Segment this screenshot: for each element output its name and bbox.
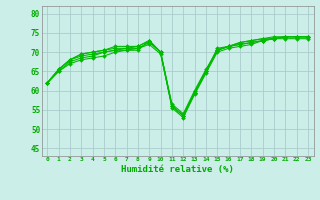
X-axis label: Humidité relative (%): Humidité relative (%) xyxy=(121,165,234,174)
